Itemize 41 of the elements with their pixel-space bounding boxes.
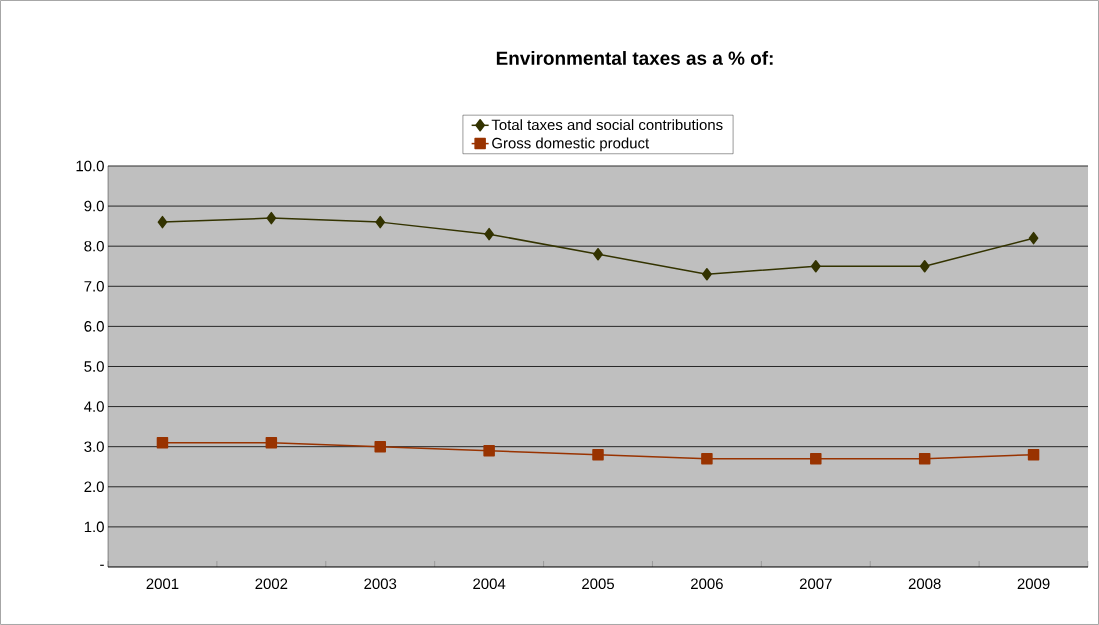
point bbox=[810, 452, 822, 465]
y-tick-label: 6.0 bbox=[84, 321, 104, 332]
y-tick-label: 5.0 bbox=[84, 361, 104, 372]
point bbox=[1028, 231, 1039, 245]
x-tick-label: 2008 bbox=[908, 578, 941, 590]
point bbox=[918, 452, 931, 465]
y-tick-label: - bbox=[100, 564, 104, 566]
point bbox=[702, 268, 712, 281]
x-tick-label: 2006 bbox=[691, 578, 723, 590]
point bbox=[919, 259, 930, 273]
chart-title: Environmental taxes as a % of: bbox=[496, 51, 773, 65]
point bbox=[593, 247, 603, 261]
point bbox=[157, 215, 168, 229]
point bbox=[1027, 448, 1040, 461]
point bbox=[483, 444, 495, 457]
point bbox=[374, 440, 386, 453]
point bbox=[156, 436, 169, 449]
y-tick-label: 9.0 bbox=[84, 200, 104, 212]
point bbox=[266, 211, 277, 225]
y-tick-label: 1.0 bbox=[84, 521, 104, 533]
y-tick-label: 2.0 bbox=[84, 481, 104, 493]
x-tick-label: 2001 bbox=[146, 578, 179, 590]
y-tick-label: 8.0 bbox=[84, 240, 104, 252]
x-tick-label: 2003 bbox=[364, 578, 397, 590]
legend-label: Total taxes and social contributions bbox=[491, 119, 723, 131]
x-tick-label: 2005 bbox=[582, 578, 614, 590]
y-tick-label: 3.0 bbox=[84, 441, 104, 452]
y-tick-label: 10.0 bbox=[76, 160, 104, 172]
point bbox=[484, 227, 494, 241]
point bbox=[265, 436, 278, 449]
x-tick-label: 2002 bbox=[255, 578, 288, 590]
x-tick-label: 2004 bbox=[473, 578, 506, 590]
x-tick-label: 2007 bbox=[799, 578, 832, 590]
y-tick-label: 7.0 bbox=[84, 280, 104, 292]
point bbox=[701, 452, 713, 465]
point bbox=[375, 215, 386, 229]
legend-label: Gross domestic product bbox=[492, 137, 650, 152]
y-tick-label: 4.0 bbox=[84, 401, 104, 412]
point bbox=[592, 448, 604, 461]
point bbox=[810, 259, 821, 273]
x-tick-label: 2009 bbox=[1017, 578, 1050, 590]
